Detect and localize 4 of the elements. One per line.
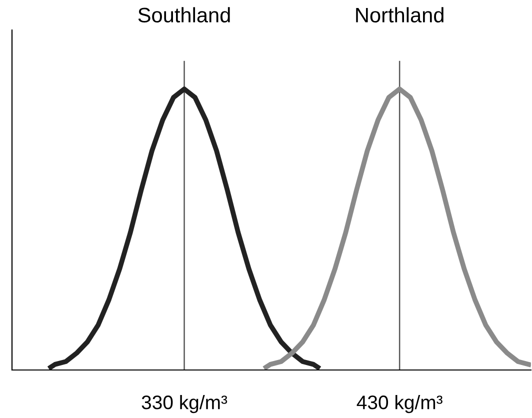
x-tick-label: 430 kg/m³: [356, 395, 442, 414]
ref-line-label: Southland: [138, 7, 230, 22]
x-tick-label: 330 kg/m³: [142, 395, 228, 414]
ref-line-label: Northland: [356, 7, 444, 22]
